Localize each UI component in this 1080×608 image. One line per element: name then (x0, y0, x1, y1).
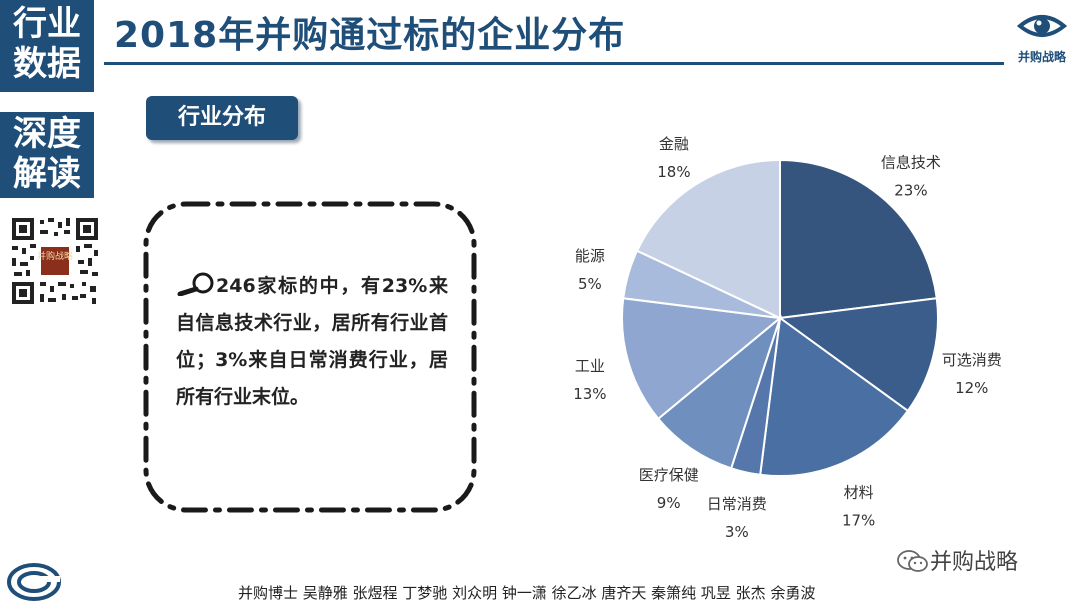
pie-pct-label-5: 13% (573, 385, 606, 403)
company-logo-icon (7, 563, 61, 601)
authors-line: 并购博士 吴静雅 张煜程 丁梦驰 刘众明 钟一潇 徐乙冰 唐齐天 秦箫纯 巩昱 … (238, 584, 816, 602)
pie-label-5: 工业 (575, 357, 605, 375)
title-underline (104, 62, 1004, 65)
pie-label-7: 金融 (659, 135, 689, 153)
qr-code: 并购战略 (10, 216, 100, 306)
pie-label-0: 信息技术 (881, 153, 941, 171)
side-box-line: 数据 (13, 44, 81, 84)
pie-label-4: 医疗保健 (639, 466, 699, 484)
industry-pie-chart: 信息技术 23% 可选消费 12% 材料 17% 日常消费 3% 医疗保健 9% 工业 13% 能源 5%… (573, 135, 1002, 540)
pie-pct-label-0: 23% (894, 181, 927, 199)
brand-logo-text: 并购战略 (1017, 50, 1066, 64)
magnifier-icon (177, 272, 214, 296)
qr-center-text: 并购战略 (37, 250, 73, 262)
pie-slice-0 (779, 158, 938, 320)
section-label: 行业分布 (146, 96, 298, 140)
pie-pct-label-6: 5% (578, 275, 602, 293)
callout-text: 246家标的中，有23%来自信息技术行业，居所有行业首位；3%来自日常消费行业，… (176, 275, 448, 408)
pie-label-3: 日常消费 (707, 495, 767, 513)
pie-slice-4 (656, 315, 783, 470)
pie-slice-2 (759, 316, 910, 477)
side-box-line: 解读 (13, 154, 81, 194)
pie-pct-label-4: 9% (657, 494, 681, 512)
eye-icon (1016, 15, 1068, 37)
wechat-icon (897, 550, 928, 572)
side-box-line: 深度 (13, 114, 81, 154)
pie-slice-7 (635, 158, 781, 320)
pie-slice-1 (777, 297, 939, 413)
wechat-account: 并购战略 (896, 544, 1018, 576)
pie-pct-label-1: 12% (955, 379, 988, 397)
pie-label-1: 可选消费 (942, 351, 1002, 369)
side-box-line: 行业 (13, 4, 81, 44)
brand-logo: 并购战略 (1012, 8, 1072, 64)
pie-label-2: 材料 (844, 484, 874, 502)
pie-pct-label-2: 17% (842, 512, 875, 530)
pie-pct-label-7: 18% (657, 163, 690, 181)
pie-label-6: 能源 (575, 247, 605, 265)
side-box-deep-reading: 深度 解读 (0, 112, 94, 198)
callout-dashed-frame (143, 201, 477, 513)
wechat-account-name: 并购战略 (930, 550, 1019, 575)
pie-pct-label-3: 3% (725, 523, 749, 540)
page-title: 2018年并购通过标的企业分布 (114, 15, 626, 56)
callout-text-block: 246家标的中，有23%来自信息技术行业，居所有行业首位；3%来自日常消费行业，… (176, 268, 448, 416)
pie-slice-5 (621, 297, 783, 421)
side-box-industry-data: 行业 数据 (0, 0, 94, 92)
